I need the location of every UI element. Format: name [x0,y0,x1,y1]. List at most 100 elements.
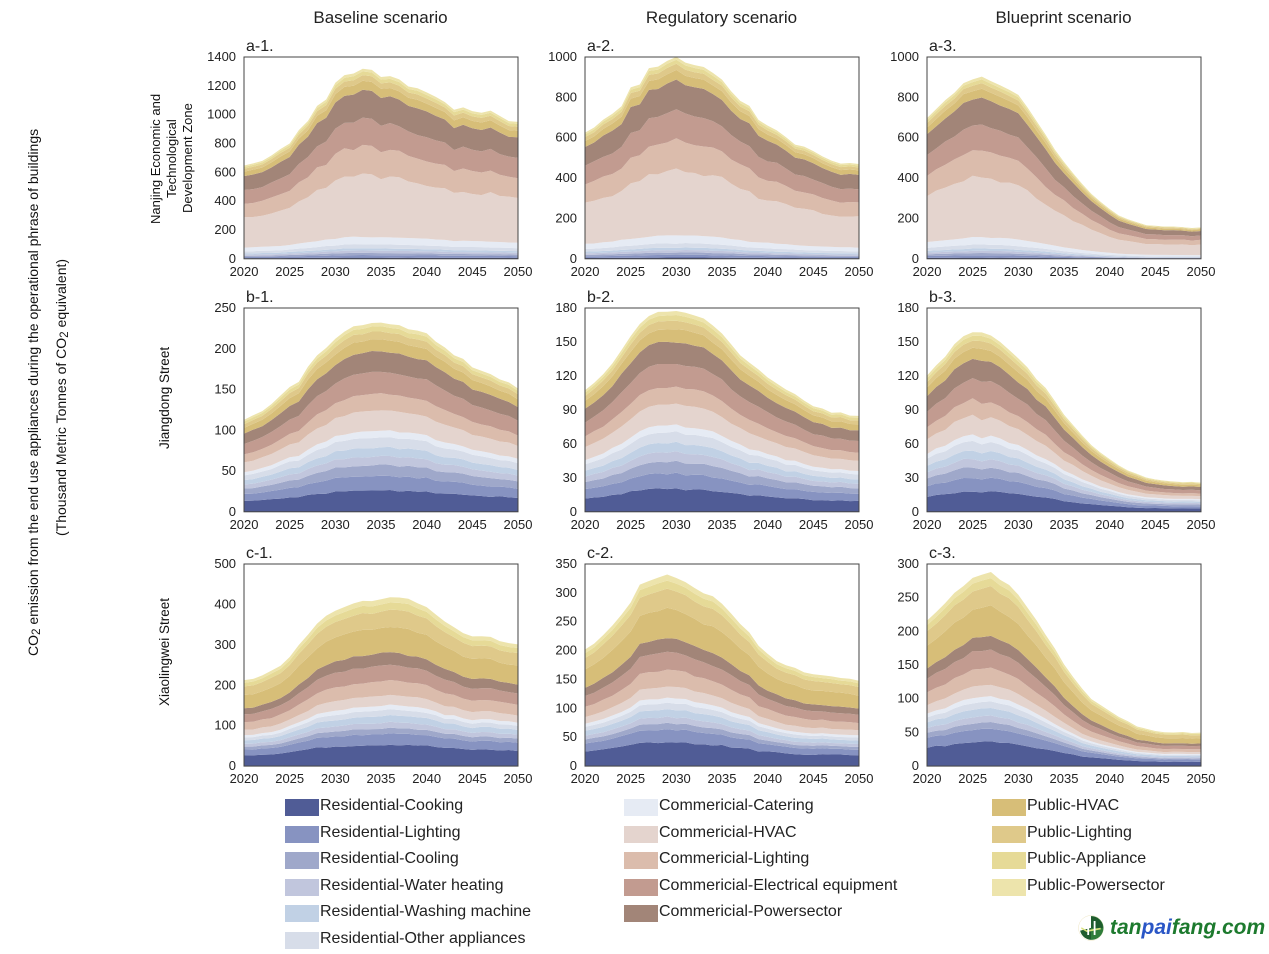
svg-text:2025: 2025 [616,516,645,531]
svg-text:2045: 2045 [457,771,486,786]
svg-text:2025: 2025 [616,771,645,786]
svg-text:250: 250 [897,590,919,605]
svg-text:400: 400 [214,596,236,611]
svg-text:2050: 2050 [1186,516,1215,531]
svg-text:1000: 1000 [890,49,919,64]
svg-text:2035: 2035 [708,516,737,531]
svg-text:2050: 2050 [503,264,532,279]
svg-text:400: 400 [214,193,236,208]
svg-text:2025: 2025 [275,264,304,279]
svg-text:c-3.: c-3. [929,545,956,562]
svg-text:30: 30 [563,470,577,485]
svg-text:2050: 2050 [845,516,874,531]
svg-text:2020: 2020 [912,264,941,279]
svg-text:600: 600 [897,130,919,145]
svg-text:2035: 2035 [1049,771,1078,786]
svg-text:2045: 2045 [1141,264,1170,279]
svg-text:200: 200 [214,340,236,355]
svg-text:200: 200 [897,623,919,638]
svg-text:2020: 2020 [571,771,600,786]
svg-text:120: 120 [555,368,577,383]
svg-text:200: 200 [555,643,577,658]
svg-text:2030: 2030 [1004,264,1033,279]
svg-text:1200: 1200 [207,78,236,93]
svg-text:c-2.: c-2. [587,545,614,562]
svg-text:2035: 2035 [1049,264,1078,279]
svg-text:2040: 2040 [1095,264,1124,279]
svg-text:180: 180 [555,300,577,315]
svg-text:2045: 2045 [457,516,486,531]
svg-text:2025: 2025 [275,771,304,786]
svg-text:2040: 2040 [412,516,441,531]
svg-text:1000: 1000 [548,49,577,64]
svg-text:2020: 2020 [229,264,258,279]
svg-text:600: 600 [555,130,577,145]
svg-text:60: 60 [563,436,577,451]
svg-text:2045: 2045 [1141,516,1170,531]
svg-text:2020: 2020 [912,516,941,531]
svg-text:200: 200 [214,677,236,692]
svg-text:2050: 2050 [1186,264,1215,279]
svg-text:30: 30 [904,470,918,485]
svg-text:a-1.: a-1. [246,38,274,55]
svg-text:50: 50 [221,463,235,478]
svg-text:100: 100 [214,422,236,437]
svg-text:2045: 2045 [799,264,828,279]
svg-text:400: 400 [555,170,577,185]
svg-text:400: 400 [897,170,919,185]
svg-text:2050: 2050 [845,771,874,786]
svg-text:c-1.: c-1. [246,545,273,562]
svg-text:2035: 2035 [708,264,737,279]
svg-text:100: 100 [897,691,919,706]
svg-text:50: 50 [563,729,577,744]
svg-text:2040: 2040 [1095,771,1124,786]
svg-text:500: 500 [214,556,236,571]
svg-text:2025: 2025 [958,264,987,279]
svg-text:800: 800 [214,136,236,151]
svg-text:2020: 2020 [229,516,258,531]
svg-text:2030: 2030 [1004,516,1033,531]
svg-text:2030: 2030 [320,516,349,531]
svg-text:2035: 2035 [708,771,737,786]
svg-text:2040: 2040 [753,771,782,786]
svg-text:150: 150 [555,671,577,686]
svg-text:2030: 2030 [320,771,349,786]
svg-text:2050: 2050 [845,264,874,279]
svg-text:2050: 2050 [503,516,532,531]
svg-text:200: 200 [214,222,236,237]
svg-text:2040: 2040 [753,516,782,531]
svg-text:300: 300 [897,556,919,571]
svg-text:2040: 2040 [753,264,782,279]
svg-text:800: 800 [555,89,577,104]
svg-text:2040: 2040 [1095,516,1124,531]
svg-text:2035: 2035 [366,516,395,531]
svg-text:150: 150 [897,657,919,672]
svg-text:2025: 2025 [616,264,645,279]
svg-text:2045: 2045 [457,264,486,279]
svg-text:50: 50 [904,724,918,739]
svg-text:2045: 2045 [799,771,828,786]
svg-text:2025: 2025 [958,771,987,786]
svg-text:2020: 2020 [571,516,600,531]
svg-text:b-3.: b-3. [929,289,957,306]
svg-text:a-3.: a-3. [929,38,957,55]
svg-text:350: 350 [555,556,577,571]
svg-text:1400: 1400 [207,49,236,64]
svg-text:60: 60 [904,436,918,451]
svg-text:2040: 2040 [412,771,441,786]
svg-text:2035: 2035 [1049,516,1078,531]
svg-text:150: 150 [214,381,236,396]
svg-text:150: 150 [897,334,919,349]
svg-text:2020: 2020 [912,771,941,786]
svg-text:200: 200 [897,211,919,226]
svg-text:250: 250 [214,300,236,315]
svg-text:2030: 2030 [1004,771,1033,786]
svg-text:2035: 2035 [366,771,395,786]
svg-text:90: 90 [563,402,577,417]
svg-text:2030: 2030 [662,516,691,531]
svg-text:180: 180 [897,300,919,315]
svg-text:600: 600 [214,164,236,179]
svg-text:90: 90 [904,402,918,417]
svg-text:2045: 2045 [799,516,828,531]
svg-text:2020: 2020 [229,771,258,786]
